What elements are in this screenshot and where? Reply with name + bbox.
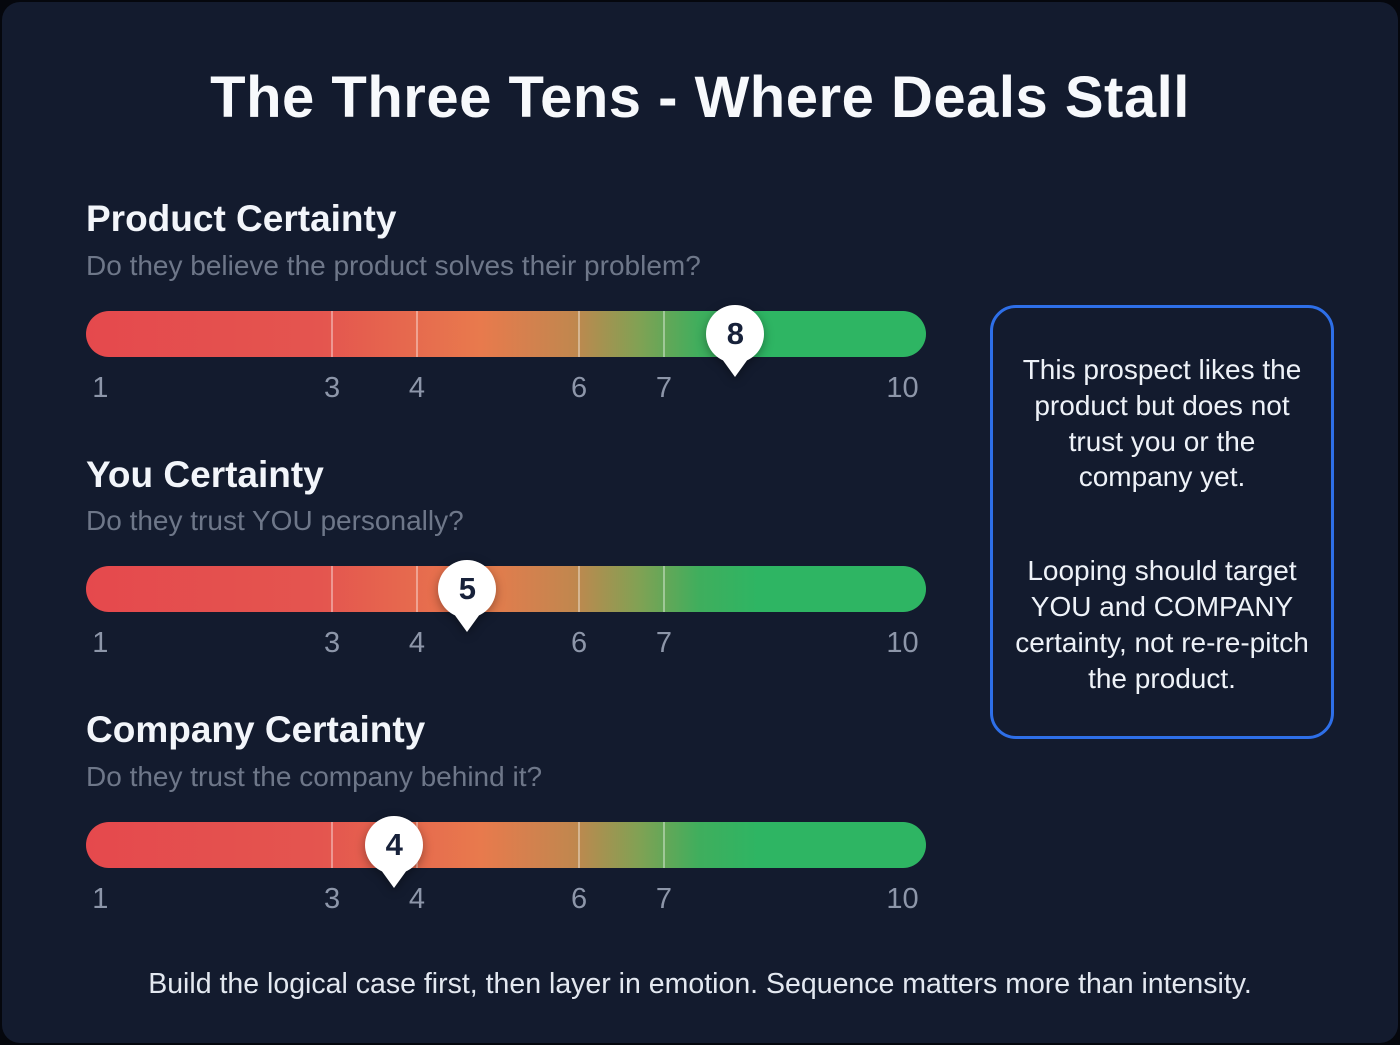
- axis-label: 1: [92, 371, 109, 404]
- tick-mark: [331, 566, 334, 613]
- tick-mark: [578, 310, 581, 357]
- section-subtitle: Do they believe the product solves their…: [86, 249, 701, 281]
- tick-mark: [578, 821, 581, 868]
- marker-tail-icon: [381, 869, 408, 888]
- axis-label: 4: [408, 371, 426, 404]
- axis-label: 7: [655, 882, 672, 915]
- tick-mark: [331, 310, 334, 357]
- axis-label: 6: [571, 627, 588, 660]
- axis-labels: 1 3 4 6 7 10: [86, 883, 926, 921]
- callout-box: This prospect likes the product but does…: [990, 305, 1334, 739]
- scale-bar: [86, 566, 926, 613]
- footer-note: Build the logical case first, then layer…: [148, 968, 1252, 1000]
- tick-mark: [662, 310, 665, 357]
- section-subtitle: Do they trust the company behind it?: [86, 760, 543, 792]
- axis-label: 1: [92, 627, 109, 660]
- value-marker: 4: [365, 815, 424, 888]
- axis-label: 10: [886, 882, 919, 915]
- axis-label: 3: [324, 882, 341, 915]
- marker-tail-icon: [454, 614, 481, 633]
- tick-mark: [662, 566, 665, 613]
- marker-tail-icon: [722, 358, 749, 377]
- scale-section-product: Product Certainty Do they believe the pr…: [86, 198, 926, 410]
- scale-bar: [86, 310, 926, 357]
- axis-label: 10: [886, 627, 919, 660]
- scale-bar: [86, 821, 926, 868]
- axis-label: 4: [408, 882, 426, 915]
- axis-label: 3: [324, 627, 341, 660]
- callout-paragraph: This prospect likes the product but does…: [1022, 354, 1302, 493]
- axis-labels: 1 3 4 6 7 10: [86, 627, 926, 665]
- tick-mark: [331, 821, 334, 868]
- section-heading: You Certainty: [86, 453, 324, 495]
- marker-value: 8: [706, 304, 765, 363]
- section-heading: Company Certainty: [86, 709, 426, 751]
- scale-section-company: Company Certainty Do they trust the comp…: [86, 709, 926, 921]
- axis-label: 6: [571, 882, 588, 915]
- scale-bar-area: 4: [86, 815, 926, 888]
- page-title: The Three Tens - Where Deals Stall: [210, 65, 1190, 130]
- section-heading: Product Certainty: [86, 198, 397, 239]
- axis-label: 7: [655, 371, 672, 404]
- marker-value: 5: [438, 560, 497, 619]
- scale-bar-area: 5: [86, 560, 926, 633]
- value-marker: 8: [706, 304, 765, 377]
- scale-section-you: You Certainty Do they trust YOU personal…: [86, 454, 926, 666]
- axis-label: 4: [408, 627, 426, 660]
- scales-column: Product Certainty Do they believe the pr…: [86, 198, 926, 965]
- value-marker: 5: [438, 560, 497, 633]
- tick-mark: [578, 566, 581, 613]
- callout-paragraph: Looping should target YOU and COMPANY ce…: [1015, 555, 1309, 694]
- axis-label: 3: [324, 371, 341, 404]
- axis-label: 10: [886, 371, 919, 404]
- tick-mark: [662, 821, 665, 868]
- section-subtitle: Do they trust YOU personally?: [86, 505, 464, 537]
- marker-value: 4: [365, 815, 424, 874]
- axis-label: 1: [92, 882, 109, 915]
- tick-mark: [415, 566, 418, 613]
- axis-labels: 1 3 4 6 7 10: [86, 372, 926, 410]
- scale-bar-area: 8: [86, 304, 926, 377]
- axis-label: 7: [655, 627, 672, 660]
- tick-mark: [415, 310, 418, 357]
- axis-label: 6: [571, 371, 588, 404]
